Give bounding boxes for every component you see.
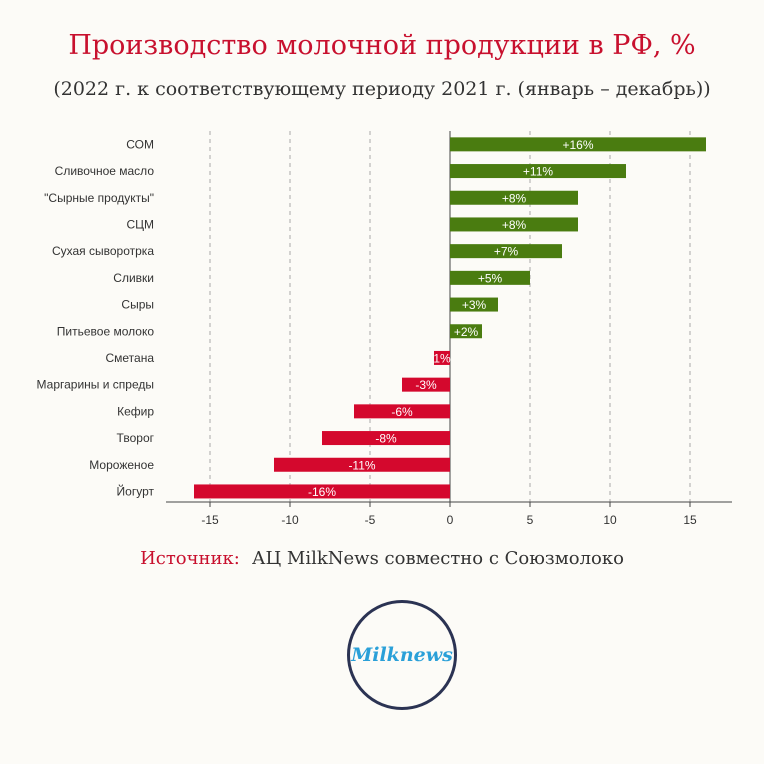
data-label: +11%	[523, 165, 553, 179]
data-label: +5%	[478, 271, 503, 285]
source-label: Источник:	[140, 548, 240, 569]
x-tick-label: 0	[447, 513, 454, 527]
bar-chart: -15 -10 -5 0 5 10 15 СОМ +16% Сливочное масло +11%…	[37, 131, 732, 527]
data-label: -11%	[348, 458, 375, 472]
bar	[322, 431, 450, 446]
data-label: +3%	[462, 298, 487, 312]
bar	[450, 297, 498, 312]
bar	[450, 324, 482, 339]
data-label: -16%	[308, 485, 336, 499]
category-label: Питьевое молоко	[57, 324, 155, 338]
x-tick-label: -10	[281, 513, 299, 527]
chart-subtitle: (2022 г. к соответствующему периоду 2021…	[53, 78, 711, 100]
data-label: -8%	[375, 432, 397, 446]
x-tick-label: 10	[603, 513, 617, 527]
bar	[450, 217, 578, 232]
bar	[434, 350, 450, 365]
data-label: +8%	[502, 191, 527, 205]
data-label: +7%	[494, 245, 519, 259]
category-label: Сливки	[113, 271, 154, 285]
category-label: Мороженое	[89, 458, 154, 472]
data-label: -6%	[391, 405, 413, 419]
category-label: Сухая сывоpотрка	[52, 244, 154, 258]
data-label: +16%	[562, 138, 593, 152]
category-label: Йогурт	[117, 483, 155, 498]
bar	[354, 404, 450, 419]
bar	[402, 377, 450, 392]
category-label: "Сырные продукты"	[44, 191, 154, 205]
category-label: Творог	[117, 431, 155, 445]
bar	[274, 457, 450, 472]
milknews-logo: Milknews	[347, 600, 457, 710]
bar	[450, 164, 626, 179]
bar	[450, 137, 706, 152]
x-tick-label: -15	[201, 513, 219, 527]
category-label: СОМ	[126, 137, 154, 151]
source-line: Источник: АЦ MilkNews совместно с Союзмол…	[0, 548, 764, 569]
bar	[450, 190, 578, 205]
category-label: Сметана	[105, 351, 154, 365]
bar	[194, 484, 450, 499]
x-tick-label: 15	[683, 513, 697, 527]
category-label: Сыры	[121, 298, 154, 312]
data-label: +2%	[454, 325, 479, 339]
data-label: -3%	[415, 378, 437, 392]
logo-text: Milknews	[351, 644, 453, 666]
x-tick-label: -5	[365, 513, 376, 527]
data-label: +8%	[502, 218, 527, 232]
chart-title: Производство молочной продукции в РФ, %	[68, 30, 696, 61]
x-tick-label: 5	[527, 513, 534, 527]
category-label: Маргарины и спреды	[37, 378, 154, 392]
bar	[450, 270, 530, 285]
data-label: 1%	[433, 351, 451, 365]
source-text: АЦ MilkNews совместно с Союзмолоко	[251, 548, 624, 569]
category-label: СЦМ	[126, 217, 154, 231]
bar	[450, 244, 562, 259]
category-label: Кефир	[117, 404, 154, 418]
category-label: Сливочное масло	[55, 164, 155, 178]
